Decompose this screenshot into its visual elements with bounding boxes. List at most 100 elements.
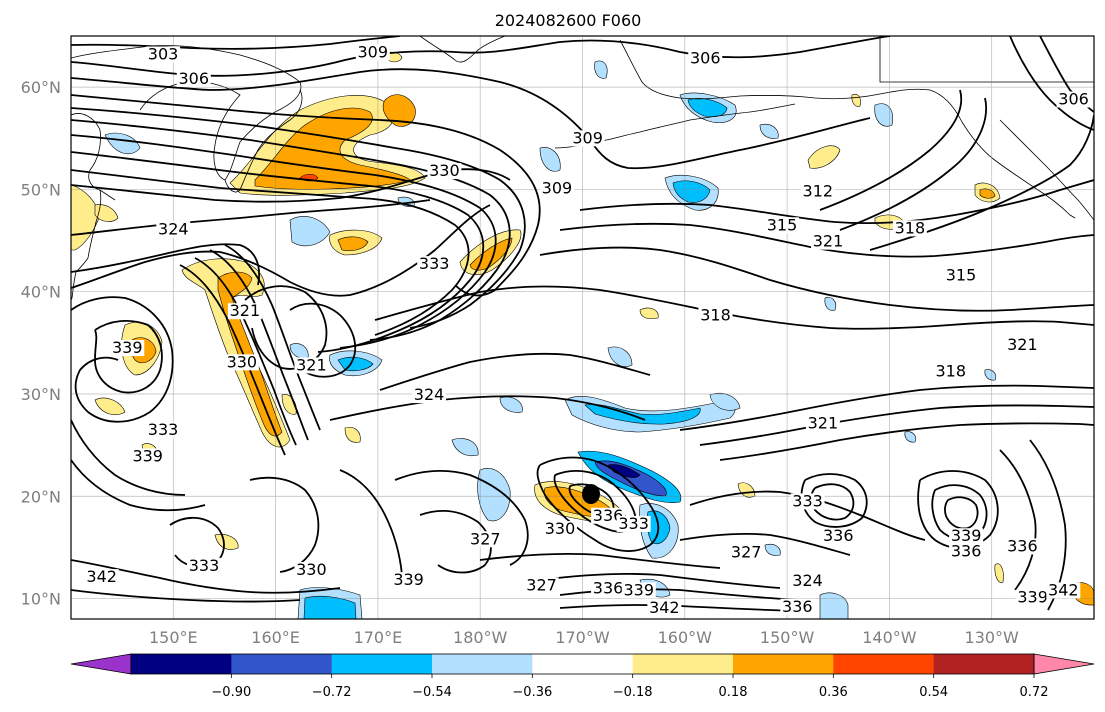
contour-label: 336 bbox=[1007, 536, 1038, 555]
contour-jet-6 bbox=[71, 169, 470, 336]
colorbar: −0.90 −0.72 −0.54 −0.36 −0.18 0.18 0.36 0.54 0.7… bbox=[70, 653, 1095, 700]
coastline-alaska bbox=[619, 39, 1076, 219]
contour-label: 342 bbox=[86, 567, 117, 586]
contour-label: 312 bbox=[803, 182, 834, 201]
contour-label-bg bbox=[227, 303, 262, 320]
contour-label-bg bbox=[468, 531, 503, 548]
fill-positive-jet-core bbox=[254, 107, 411, 190]
contour-label: 303 bbox=[148, 44, 179, 63]
contour-321-east-1 bbox=[679, 384, 1094, 431]
contour-label-bg bbox=[294, 561, 329, 578]
fill-positive-north bbox=[382, 94, 416, 127]
contour-label-bg bbox=[949, 543, 984, 560]
contour-339-ring bbox=[94, 319, 163, 394]
contour-east-1 bbox=[819, 89, 963, 211]
colorbar-swatch bbox=[933, 654, 1035, 674]
contour-label-bg bbox=[949, 528, 984, 545]
contour-label: 309 bbox=[572, 128, 603, 147]
contour-label-bg bbox=[146, 46, 181, 63]
contour-label-bg bbox=[110, 340, 145, 357]
contour-label-bg bbox=[542, 521, 577, 538]
contour-label: 339 bbox=[112, 338, 143, 357]
colorbar-tick-label: −0.18 bbox=[613, 685, 653, 700]
contour-label: 309 bbox=[358, 42, 389, 61]
fill-positive-sw-2 bbox=[94, 397, 126, 415]
lat-tick-label: 10°N bbox=[21, 590, 61, 609]
colorbar-tick-label: −0.54 bbox=[412, 685, 452, 700]
colorbar-swatch bbox=[432, 654, 533, 674]
contour-trough-4 bbox=[224, 244, 321, 431]
contour-label-bg bbox=[570, 130, 605, 147]
contour-label-bg bbox=[427, 163, 462, 180]
colorbar-tick-label: 0.72 bbox=[1020, 685, 1049, 700]
contour-label-bg bbox=[156, 221, 191, 238]
colorbar-swatch bbox=[231, 654, 333, 674]
contour-label: 333 bbox=[419, 254, 450, 273]
contour-label: 321 bbox=[808, 414, 839, 433]
lat-tick-label: 60°N bbox=[21, 78, 61, 97]
colorbar-swatch bbox=[532, 654, 634, 674]
contour-label-bg bbox=[805, 415, 840, 432]
lon-tick-label: 160°W bbox=[658, 628, 713, 647]
fill-negative-north-1-core bbox=[672, 180, 711, 203]
contour-label-bg bbox=[1056, 91, 1091, 108]
contour-label-bg bbox=[621, 582, 656, 599]
contour-321-east-3 bbox=[719, 422, 1094, 461]
map-title: 2024082600 F060 bbox=[495, 11, 642, 30]
contour-label: 321 bbox=[1007, 335, 1038, 354]
fill-negative-mid-5 bbox=[451, 438, 479, 457]
fill-negative-east-2 bbox=[984, 369, 997, 381]
contour-label: 336 bbox=[593, 578, 624, 597]
contour-jet-4 bbox=[71, 134, 497, 349]
coastline-alaska-west bbox=[419, 36, 506, 63]
contour-label: 318 bbox=[700, 305, 731, 324]
tc-center-marker bbox=[582, 484, 600, 504]
contour-label: 318 bbox=[895, 218, 926, 237]
contour-label-bg bbox=[647, 599, 682, 616]
fill-negative-north-5 bbox=[874, 103, 893, 127]
fill-negative-mid-3 bbox=[709, 392, 741, 411]
contour-label: 309 bbox=[542, 178, 573, 197]
colorbar-tick-label: −0.72 bbox=[312, 685, 352, 700]
contour-label: 330 bbox=[227, 352, 258, 371]
colorbar-extend-low bbox=[70, 653, 132, 675]
contour-321-east-2 bbox=[699, 404, 1094, 446]
contour-318 bbox=[539, 246, 1094, 312]
contour-label: 336 bbox=[951, 542, 982, 561]
contour-label-bg bbox=[591, 507, 626, 524]
colorbar-tick-label: 0.54 bbox=[919, 685, 948, 700]
contour-label: 333 bbox=[618, 514, 649, 533]
contour-label: 327 bbox=[731, 543, 762, 562]
gridlines bbox=[71, 36, 1094, 619]
lon-tick-label: 130°W bbox=[965, 628, 1020, 647]
colorbar-swatch bbox=[331, 654, 433, 674]
contour-label-bg bbox=[780, 598, 815, 615]
contour-label-bg bbox=[944, 267, 979, 284]
contour-label-bg bbox=[524, 577, 559, 594]
contour-label: 306 bbox=[178, 69, 209, 88]
contour-label: 321 bbox=[296, 355, 327, 374]
lat-tick-labels: 10°N 20°N 30°N 40°N 50°N 60°N bbox=[21, 78, 61, 608]
fill-positive-se-2 bbox=[994, 563, 1004, 583]
contour-jet-2 bbox=[71, 107, 526, 329]
colorbar-tick-label: 0.36 bbox=[819, 685, 848, 700]
contour-label: 339 bbox=[951, 526, 982, 545]
contour-label-bg bbox=[821, 528, 856, 545]
contour-label-bg bbox=[1015, 589, 1050, 606]
contour-324 bbox=[71, 199, 431, 236]
contour-label: 336 bbox=[823, 526, 854, 545]
contour-label: 318 bbox=[936, 362, 967, 381]
contour-label: 342 bbox=[649, 598, 680, 617]
contour-label-bg bbox=[688, 50, 723, 67]
contour-label: 330 bbox=[545, 519, 576, 538]
lon-tick-label: 180°W bbox=[453, 628, 508, 647]
contour-jet-3 bbox=[71, 119, 511, 341]
contour-label-bg bbox=[355, 44, 390, 61]
contour-label-bg bbox=[764, 217, 799, 234]
contour-label-bg bbox=[800, 183, 835, 200]
contour-label-bg bbox=[186, 557, 221, 574]
contour-label: 315 bbox=[767, 215, 798, 234]
contour-mid-south-1 bbox=[394, 470, 529, 566]
lon-tick-label: 160°E bbox=[251, 628, 300, 647]
